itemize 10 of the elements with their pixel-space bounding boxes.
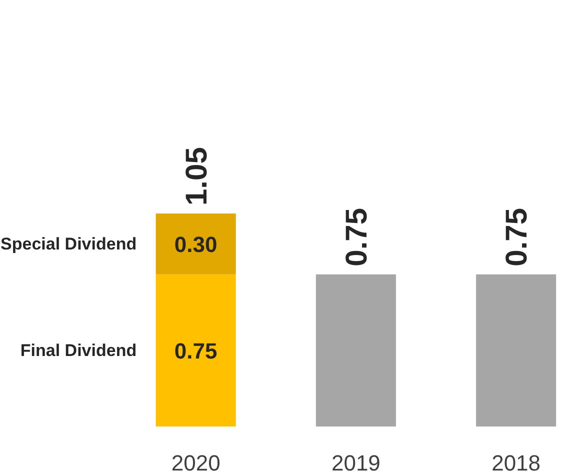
x-tick-label: 2018 — [492, 450, 541, 476]
series-label: Special Dividend — [0, 234, 137, 254]
x-tick-label: 2019 — [331, 450, 380, 476]
x-tick-label: 2020 — [171, 450, 220, 476]
total-label: 0.75 — [340, 208, 374, 266]
total-label: 1.05 — [180, 147, 214, 206]
data-label: 0.30 — [174, 232, 218, 257]
series-label: Final Dividend — [20, 340, 137, 360]
total-label: 0.75 — [500, 208, 534, 266]
data-label: 0.75 — [174, 338, 218, 364]
